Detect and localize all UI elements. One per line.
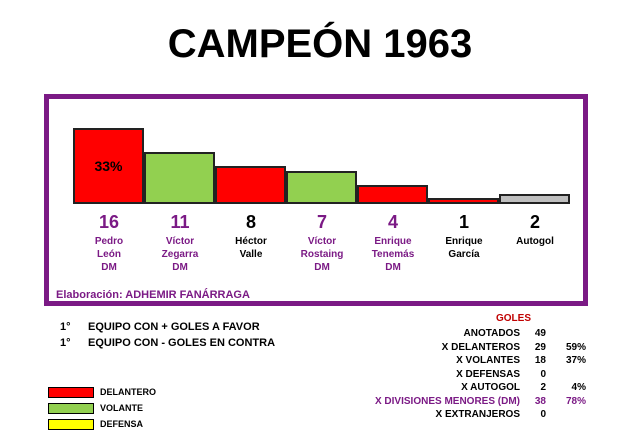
goals-row-label: X DEFENSAS [456,368,520,380]
notes: 1° EQUIPO CON + GOLES A FAVOR 1° EQUIPO CO… [60,319,275,351]
goals-row-value: 38 [534,395,546,407]
top-bar-percentage: 33% [94,158,123,174]
player-name: Víctor Zegarra DM [161,236,199,273]
player-column: 1 Enrique García [427,212,501,261]
goals-row-value: 49 [534,328,546,339]
note-goals-against: 1° EQUIPO CON - GOLES EN CONTRA [60,335,275,351]
note-rank: 1° [60,337,71,349]
goals-row-label: X EXTRANJEROS [435,409,520,420]
player-name: Héctor Valle [235,236,267,260]
goals-row-value: 18 [534,355,546,366]
legend-label: DEFENSA [100,419,144,429]
goals-row-percent: 78% [565,395,586,407]
goals-row: X DIVISIONES MENORES (DM) 38 78% [370,396,590,409]
legend-swatch [48,419,94,430]
player-name: Enrique García [445,236,483,260]
bar-1 [73,128,144,204]
goals-row: X AUTOGOL 2 4% [370,382,590,395]
bar-2 [144,152,215,204]
goals-row-percent: 59% [565,341,586,353]
credit-text: Elaboración: ADHEMIR FANÁRRAGA [56,289,250,301]
bar-7 [499,194,570,204]
player-column: 4 Enrique Tenemás DM [356,212,430,274]
legend-label: VOLANTE [100,403,144,413]
note-goals-for: 1° EQUIPO CON + GOLES A FAVOR [60,319,275,335]
note-text: EQUIPO CON - GOLES EN CONTRA [88,337,276,349]
goal-count: 2 [529,212,540,232]
chart-frame [44,94,588,306]
legend-label: DELANTERO [100,387,156,397]
goals-row-value: 0 [540,409,546,420]
player-name: Enrique Tenemás DM [371,236,415,273]
legend-swatch [48,387,94,398]
goals-row: X EXTRANJEROS 0 [370,409,590,422]
player-name: Autogol [516,236,554,247]
goal-count: 1 [458,212,469,232]
player-column: 8 Héctor Valle [214,212,288,261]
legend-swatch [48,403,94,414]
goal-count: 7 [316,212,327,232]
goal-count: 16 [98,212,120,232]
player-column: 2 Autogol [498,212,572,248]
goals-row: X DELANTEROS 29 59% [370,342,590,355]
goals-row-value: 0 [540,368,546,380]
note-text: EQUIPO CON + GOLES A FAVOR [88,321,260,333]
goals-row: X DEFENSAS 0 [370,369,590,382]
goals-row-label: ANOTADOS [463,328,520,339]
bar-4 [286,171,357,204]
goals-row: ANOTADOS 49 [370,328,590,341]
goals-row-label: X VOLANTES [456,355,520,366]
goals-row-value: 2 [540,382,546,393]
player-name: Víctor Rostaing DM [300,236,344,273]
goals-row-label: X AUTOGOL [461,382,520,393]
goal-count: 8 [245,212,256,232]
bar-3 [215,166,286,204]
bar-5 [357,185,428,204]
note-rank: 1° [60,321,71,333]
player-column: 16 Pedro León DM [72,212,146,274]
page-title: CAMPEÓN 1963 [167,22,473,66]
player-column: 7 Víctor Rostaing DM [285,212,359,274]
goals-header: GOLES [496,313,532,324]
goal-count: 11 [170,212,190,232]
goals-row-value: 29 [534,341,546,353]
goal-count: 4 [387,212,398,232]
bar-6 [428,198,499,204]
player-name: Pedro León DM [94,236,124,273]
goals-row-percent: 4% [571,382,586,393]
goals-row-percent: 37% [565,355,586,366]
goals-row-label: X DELANTEROS [441,341,520,353]
player-column: 11 Víctor Zegarra DM [143,212,217,274]
goals-row: X VOLANTES 18 37% [370,355,590,368]
goals-row-label: X DIVISIONES MENORES (DM) [374,395,520,407]
